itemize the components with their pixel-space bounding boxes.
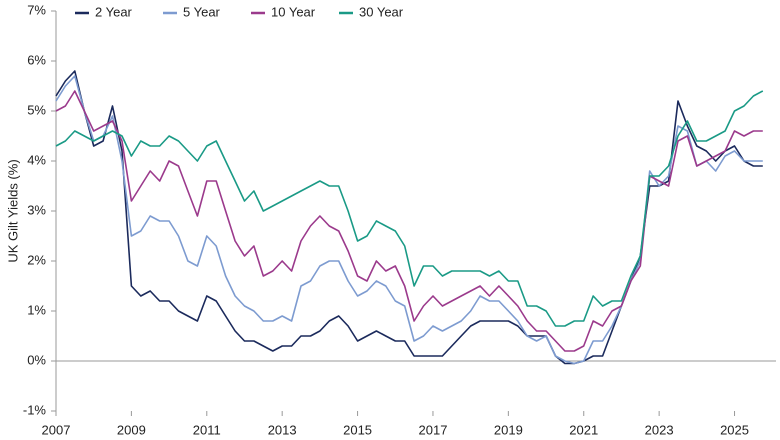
series-line bbox=[55, 75, 763, 365]
x-tick-label: 2019 bbox=[494, 422, 523, 437]
x-tick-label: 2023 bbox=[645, 422, 674, 437]
x-tick-label: 2007 bbox=[42, 422, 71, 437]
legend-label: 10 Year bbox=[271, 4, 316, 19]
series-line bbox=[55, 70, 763, 365]
y-tick-label: 2% bbox=[27, 252, 46, 267]
legend-label: 2 Year bbox=[95, 4, 133, 19]
legend-label: 5 Year bbox=[183, 4, 221, 19]
x-tick-label: 2021 bbox=[569, 422, 598, 437]
y-tick-label: 7% bbox=[27, 2, 46, 17]
y-tick-label: 3% bbox=[27, 202, 46, 217]
x-tick-label: 2011 bbox=[193, 422, 221, 437]
series-line bbox=[55, 90, 764, 327]
x-tick-label: 2017 bbox=[419, 422, 448, 437]
y-tick-label: 0% bbox=[27, 352, 46, 367]
x-tick-label: 2013 bbox=[268, 422, 297, 437]
y-axis-label: UK Gilt Yields (%) bbox=[5, 159, 20, 262]
y-tick-label: 1% bbox=[27, 302, 46, 317]
y-tick-label: 5% bbox=[27, 102, 46, 117]
x-tick-label: 2009 bbox=[117, 422, 146, 437]
y-tick-label: -1% bbox=[23, 402, 47, 417]
legend-label: 30 Year bbox=[359, 4, 404, 19]
y-tick-label: 6% bbox=[27, 52, 46, 67]
x-tick-label: 2025 bbox=[720, 422, 749, 437]
x-tick-label: 2015 bbox=[343, 422, 372, 437]
y-tick-label: 4% bbox=[27, 152, 46, 167]
